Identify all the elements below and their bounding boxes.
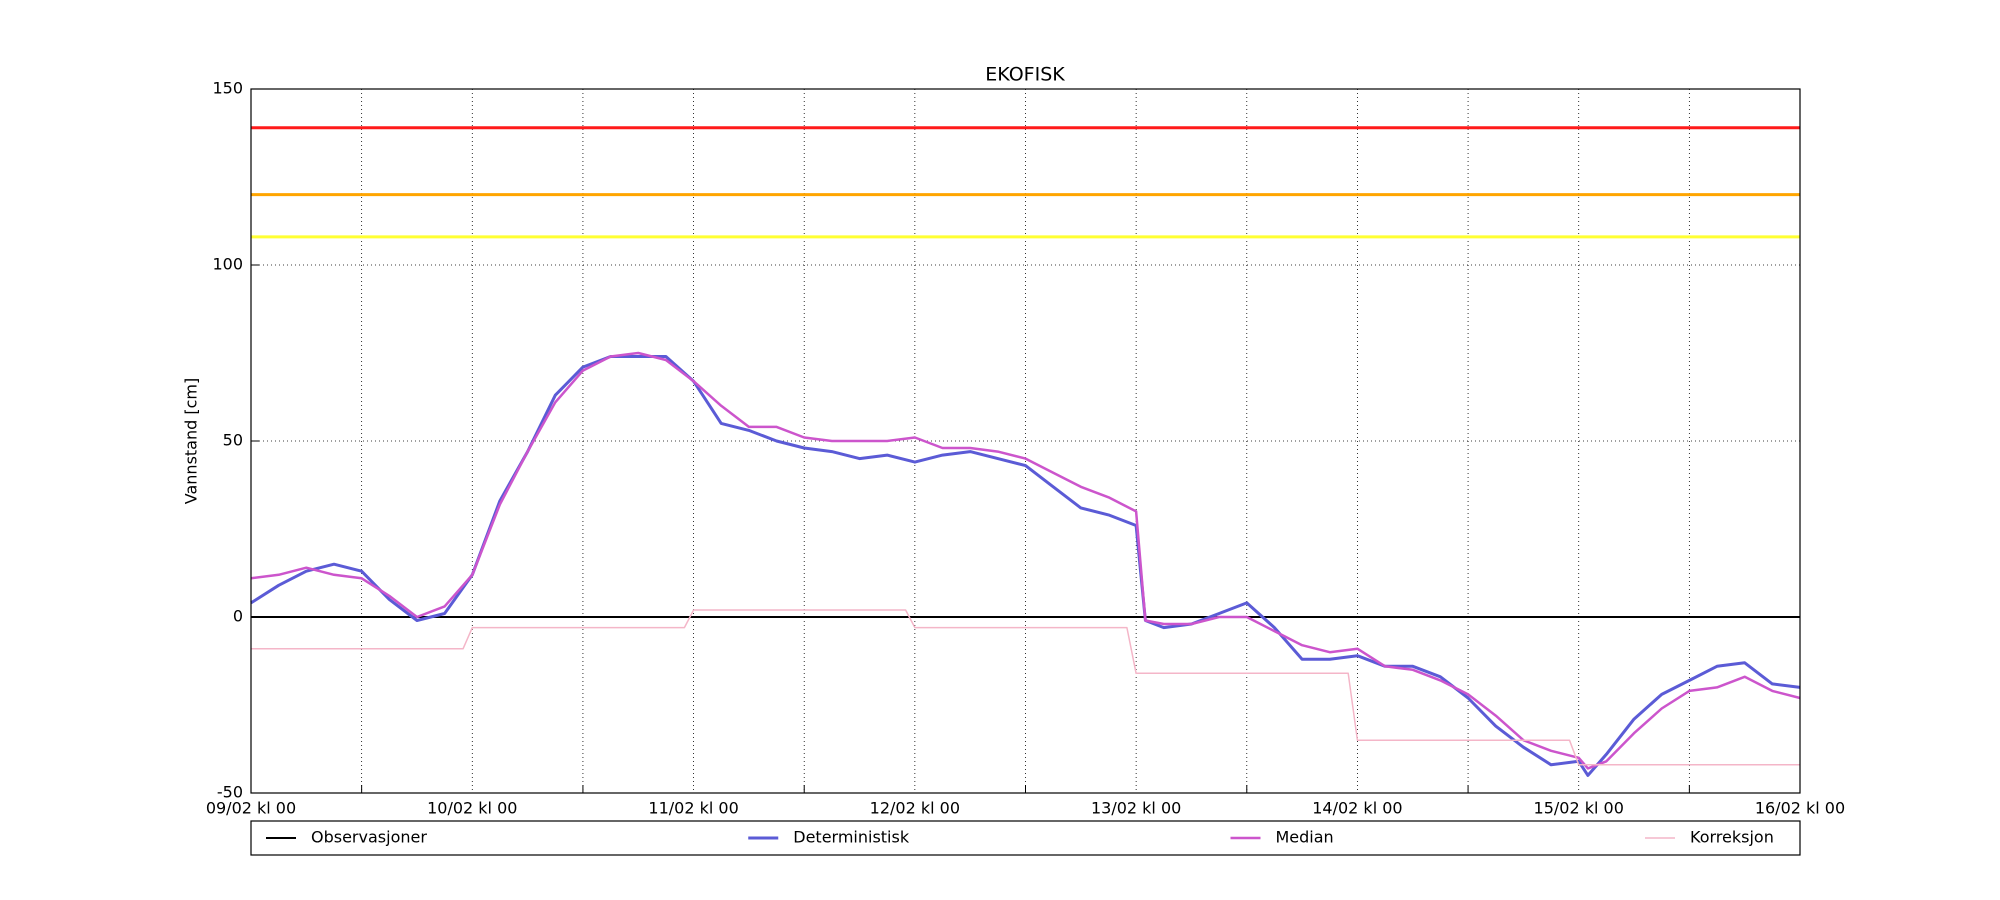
legend-box [250,820,1801,856]
y-tick-label: 150 [212,79,243,98]
chart-title: EKOFISK [985,64,1065,86]
x-tick-label: 09/02 kl 00 [206,799,296,818]
plot-frame [250,88,1801,794]
y-tick-label: -50 [217,783,243,802]
x-tick-label: 12/02 kl 00 [870,799,960,818]
y-tick-label: 50 [223,431,243,450]
y-tick-label: 100 [212,255,243,274]
legend-label: Median [1276,828,1334,847]
legend-label: Deterministisk [793,828,910,847]
x-tick-label: 13/02 kl 00 [1091,799,1181,818]
legend-label: Observasjoner [311,828,427,847]
x-tick-label: 11/02 kl 00 [648,799,738,818]
y-tick-label: 0 [233,607,243,626]
y-axis-label: Vannstand [cm] [182,378,201,504]
x-tick-label: 10/02 kl 00 [427,799,517,818]
x-tick-label: 15/02 kl 00 [1534,799,1624,818]
series-line [251,609,1800,766]
x-tick-label: 14/02 kl 00 [1312,799,1402,818]
x-tick-label: 16/02 kl 00 [1755,799,1845,818]
legend-label: Korreksjon [1690,828,1774,847]
series-line [250,351,1801,770]
